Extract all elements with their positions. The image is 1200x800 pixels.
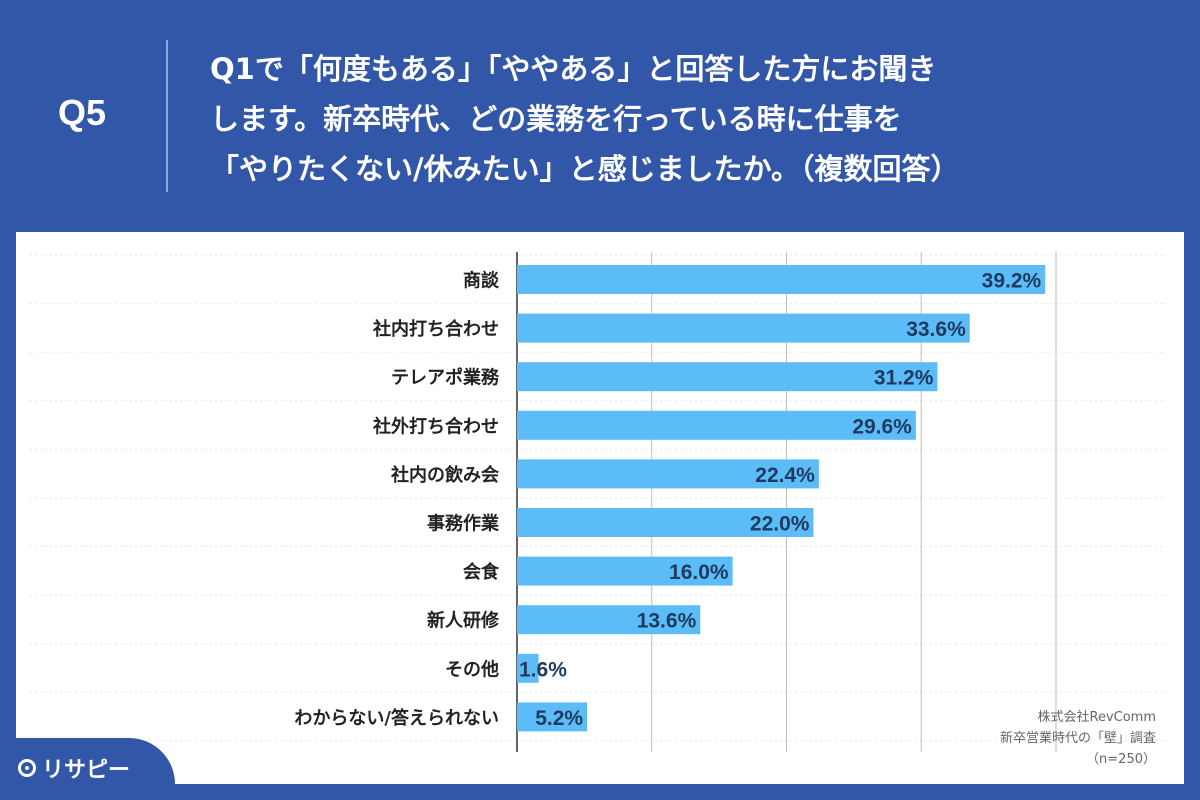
category-label: 新人研修 <box>427 610 500 632</box>
category-label: 社内の飲み会 <box>391 464 499 486</box>
source-credit: 株式会社RevComm 新卒営業時代の「壁」調査 （n=250） <box>1000 707 1156 770</box>
value-label: 13.6% <box>637 610 697 633</box>
bar <box>517 362 938 392</box>
bar <box>517 410 916 440</box>
bar <box>517 605 701 635</box>
credit-sample: （n=250） <box>1086 752 1156 767</box>
category-label: わからない/答えられない <box>294 707 499 729</box>
bar <box>517 702 588 732</box>
value-label: 22.0% <box>750 513 810 536</box>
bar <box>517 313 970 343</box>
value-label: 31.2% <box>874 367 934 390</box>
value-label: 33.6% <box>906 318 966 341</box>
question-number: Q5 <box>58 92 107 133</box>
value-label: 29.6% <box>852 415 912 438</box>
bar <box>517 459 819 489</box>
header-divider <box>166 40 168 192</box>
category-label: 会食 <box>463 561 500 583</box>
category-label: 商談 <box>463 270 500 292</box>
category-label: 事務作業 <box>427 513 500 535</box>
value-label: 5.2% <box>535 707 583 730</box>
chart-panel: 商談 39.2% 社内打ち合わせ 33.6% テレアポ業務 31.2% 社外打ち合わせ 29.… <box>16 232 1184 784</box>
value-label: 1.6% <box>519 658 567 681</box>
category-label: その他 <box>445 658 499 680</box>
credit-company: 株式会社RevComm <box>1037 710 1157 725</box>
category-label: 社内打ち合わせ <box>373 318 499 340</box>
category-label: テレアポ業務 <box>391 367 500 389</box>
bar <box>517 265 1046 294</box>
question-line-3: 「やりたくない/休みたい」と感じましたか。（複数回答） <box>210 152 960 186</box>
location-pin-icon <box>18 759 36 777</box>
bar <box>517 556 733 586</box>
value-label: 16.0% <box>669 561 729 584</box>
bar <box>517 653 539 683</box>
value-label: 22.4% <box>755 464 815 487</box>
question-line-2: します。新卒時代、どの業務を行っている時に仕事を <box>210 102 902 136</box>
value-label: 39.2% <box>982 270 1042 293</box>
question-line-1: Q1で「何度もある」「ややある」と回答した方にお聞き <box>210 52 937 86</box>
bar <box>517 508 814 537</box>
logo-text: リサピー <box>42 758 131 783</box>
category-label: 社外打ち合わせ <box>373 415 499 437</box>
credit-survey: 新卒営業時代の「壁」調査 <box>999 731 1156 746</box>
brand-logo: リサピー <box>18 752 130 784</box>
bar-chart: 商談 39.2% 社内打ち合わせ 33.6% テレアポ業務 31.2% 社外打ち合わせ 29.… <box>30 252 1166 752</box>
question-text: Q1で「何度もある」「ややある」と回答した方にお聞き します。新卒時代、どの業務… <box>210 44 1150 194</box>
